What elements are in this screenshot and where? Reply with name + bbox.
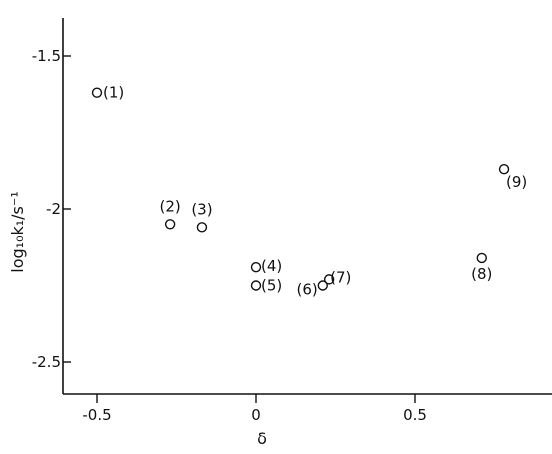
x-tick-label: 0	[251, 406, 261, 424]
data-point-marker	[196, 222, 208, 233]
y-axis-label: log₁₀k₁/s⁻¹	[8, 191, 27, 272]
x-tick-label: -0.5	[82, 406, 111, 424]
data-point-marker	[317, 280, 328, 291]
data-point-label: (6)	[297, 281, 318, 299]
data-point-label: (5)	[261, 277, 282, 295]
data-point-marker	[476, 252, 487, 264]
data-point-label: (3)	[191, 200, 212, 218]
data-point-marker	[250, 261, 262, 273]
data-point-marker	[250, 280, 262, 291]
y-tick-label: -1.5	[32, 47, 61, 65]
data-points: (1) (2) (3) (4) (5) (6) (7) (8) (9)	[91, 84, 527, 299]
y-tick-label: -2.5	[32, 353, 61, 371]
data-point-label: (9)	[506, 173, 527, 191]
data-point-label: (8)	[471, 265, 492, 283]
data-point-marker	[323, 274, 335, 285]
data-point-label: (7)	[330, 268, 351, 286]
data-point-label: (1)	[103, 84, 124, 102]
data-point-marker	[91, 87, 103, 98]
data-point-marker	[498, 164, 510, 175]
y-axis-ticks: -1.5 -2 -2.5	[32, 47, 71, 371]
x-axis-label: δ	[257, 429, 267, 448]
x-tick-label: 0.5	[403, 406, 427, 424]
data-point-label: (2)	[160, 197, 181, 215]
y-tick-label: -2	[46, 200, 61, 218]
data-point-label: (4)	[261, 257, 282, 275]
x-axis-ticks: -0.5 0 0.5	[82, 394, 427, 424]
data-point-marker	[164, 219, 176, 230]
